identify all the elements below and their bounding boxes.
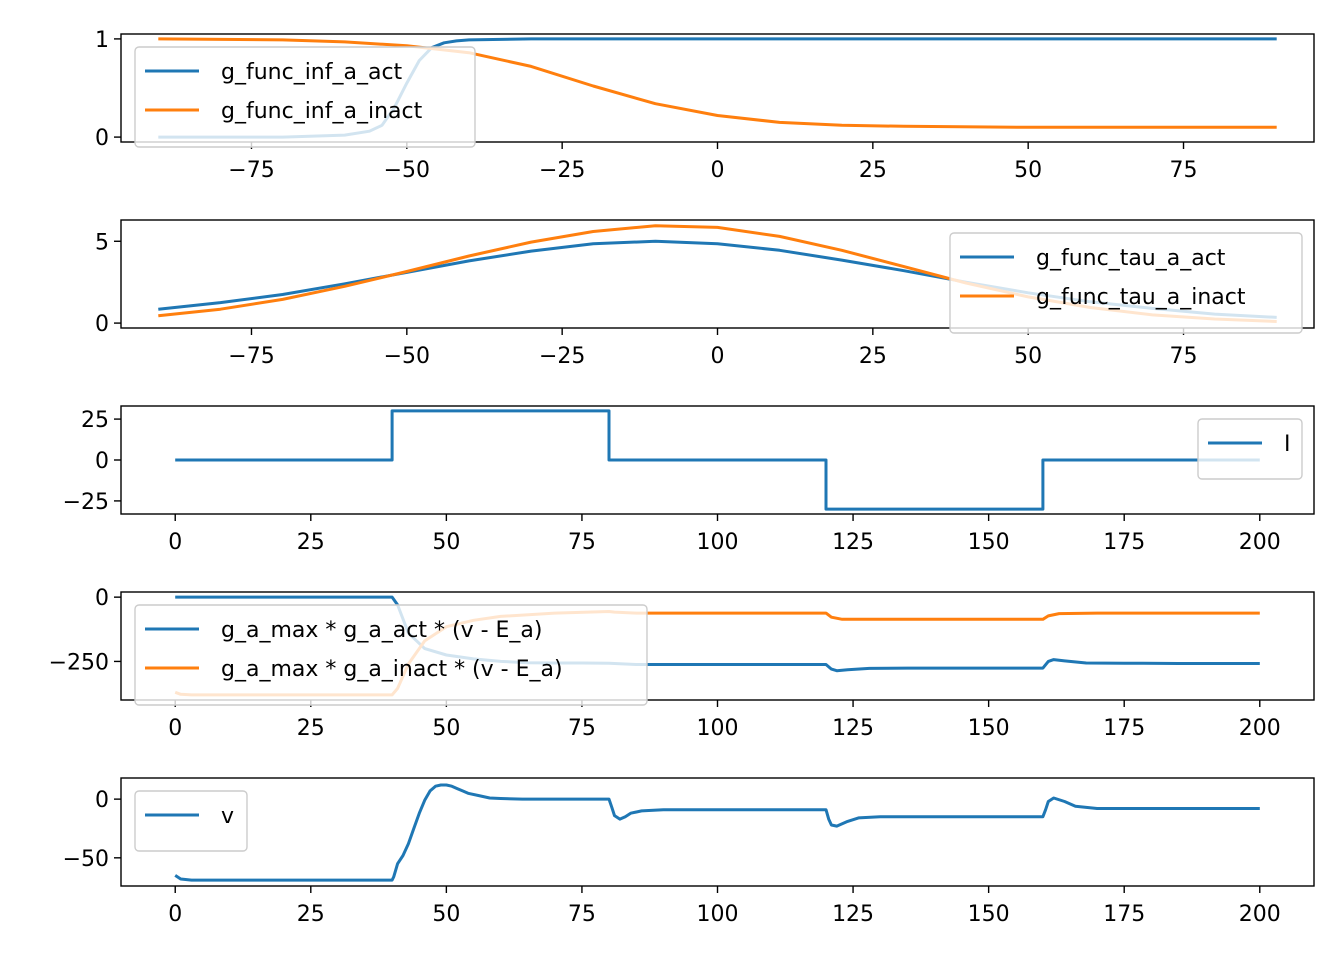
y-tick-label: 0 xyxy=(95,126,109,151)
x-tick-label: 75 xyxy=(1170,344,1198,369)
y-tick-label: −25 xyxy=(63,490,109,515)
x-tick-label: 25 xyxy=(859,158,887,183)
subplot-3: 0 25 50 75 100 125 150 175 200 −25 0 25 I xyxy=(63,405,1315,555)
x-tick-label: 175 xyxy=(1103,530,1145,555)
y-tick-label: 0 xyxy=(95,312,109,337)
x-tick-label: 175 xyxy=(1103,716,1145,741)
series-line-1 xyxy=(175,409,1260,511)
x-tick-label: 175 xyxy=(1103,902,1145,927)
x-tick-label: 0 xyxy=(168,902,182,927)
axes-frame xyxy=(120,777,1315,887)
x-tick-label: −50 xyxy=(384,344,430,369)
x-tick-label: 75 xyxy=(568,902,596,927)
x-tick-label: 100 xyxy=(697,716,739,741)
legend-box xyxy=(134,604,648,706)
x-tick-label: 0 xyxy=(711,158,725,183)
x-tick-label: 150 xyxy=(968,530,1010,555)
legend-label: g_a_max * g_a_inact * (v - E_a) xyxy=(221,657,563,682)
legend-label: I xyxy=(1284,432,1291,457)
x-tick-label: 0 xyxy=(168,716,182,741)
x-tick-label: 75 xyxy=(568,716,596,741)
legend-label: g_func_inf_a_inact xyxy=(221,99,423,124)
subplot-5: 0 25 50 75 100 125 150 175 200 −50 0 v xyxy=(63,777,1315,927)
x-tick-label: 125 xyxy=(832,530,874,555)
x-tick-label: 50 xyxy=(432,530,460,555)
x-tick-label: 75 xyxy=(568,530,596,555)
x-tick-label: 25 xyxy=(297,902,325,927)
x-tick-label: 125 xyxy=(832,716,874,741)
x-tick-label: 50 xyxy=(432,716,460,741)
x-tick-label: −75 xyxy=(228,344,274,369)
legend: g_func_tau_a_act g_func_tau_a_inact xyxy=(949,232,1303,334)
legend-label: g_func_inf_a_act xyxy=(221,60,403,85)
legend-label: g_func_tau_a_act xyxy=(1036,246,1226,271)
x-tick-label: −75 xyxy=(228,158,274,183)
y-tick-label: 25 xyxy=(81,408,109,433)
y-tick-label: 5 xyxy=(95,230,109,255)
legend-box xyxy=(1197,418,1303,480)
x-tick-label: 100 xyxy=(697,530,739,555)
x-tick-label: 25 xyxy=(297,716,325,741)
legend-label: g_a_max * g_a_act * (v - E_a) xyxy=(221,618,543,643)
x-tick-label: 125 xyxy=(832,902,874,927)
legend: g_func_inf_a_act g_func_inf_a_inact xyxy=(134,46,476,148)
legend-box xyxy=(134,790,248,852)
y-tick-label: 0 xyxy=(95,788,109,813)
subplot-1: −75 −50 −25 0 25 50 7501g_func_inf_a_actg_func… xyxy=(95,28,1315,183)
series-group xyxy=(175,409,1260,511)
legend: I xyxy=(1197,418,1303,480)
series-group xyxy=(174,783,1260,882)
y-tick-label: 1 xyxy=(95,28,109,53)
x-tick-label: −25 xyxy=(539,344,585,369)
x-tick-label: 50 xyxy=(1014,158,1042,183)
x-tick-label: 200 xyxy=(1239,530,1281,555)
legend-box xyxy=(134,46,476,148)
x-tick-label: 200 xyxy=(1239,902,1281,927)
y-tick-label: −250 xyxy=(49,650,109,675)
x-tick-label: 25 xyxy=(297,530,325,555)
x-tick-label: 75 xyxy=(1170,158,1198,183)
y-tick-label: −50 xyxy=(63,847,109,872)
x-tick-label: 0 xyxy=(168,530,182,555)
legend: v xyxy=(134,790,248,852)
subplot-4: 0 25 50 75 100 125 150 175 200 −250 0 g_a_max * g_a… xyxy=(49,586,1315,741)
x-tick-label: 0 xyxy=(711,344,725,369)
series-line-1 xyxy=(174,783,1260,882)
x-tick-label: 50 xyxy=(1014,344,1042,369)
series-line-2 xyxy=(158,37,1277,129)
legend-label: v xyxy=(221,804,234,829)
x-tick-label: 150 xyxy=(968,902,1010,927)
legend-label: g_func_tau_a_inact xyxy=(1036,285,1246,310)
legend-box xyxy=(949,232,1303,334)
x-tick-label: 25 xyxy=(859,344,887,369)
legend: g_a_max * g_a_act * (v - E_a) g_a_max * g… xyxy=(134,604,648,706)
x-tick-label: 50 xyxy=(432,902,460,927)
x-tick-label: −25 xyxy=(539,158,585,183)
y-tick-label: 0 xyxy=(95,586,109,611)
subplot-2: −75 −50 −25 0 25 50 7505g_func_tau_a_actg_func… xyxy=(95,219,1315,369)
y-tick-label: 0 xyxy=(95,449,109,474)
x-tick-label: 150 xyxy=(968,716,1010,741)
x-tick-label: 200 xyxy=(1239,716,1281,741)
x-tick-label: −50 xyxy=(384,158,430,183)
x-tick-label: 100 xyxy=(697,902,739,927)
